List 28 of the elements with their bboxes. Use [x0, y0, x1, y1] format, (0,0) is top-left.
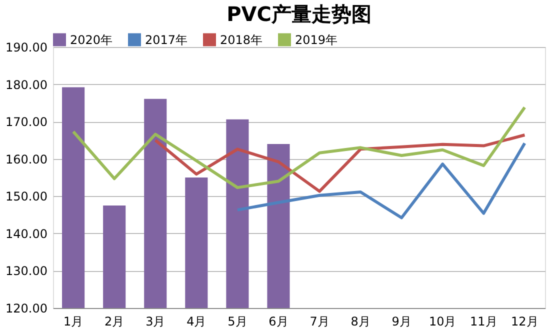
y-tick-label: 170.00: [6, 115, 48, 130]
y-tick-label: 150.00: [6, 190, 48, 204]
x-tick-label: 5月: [228, 314, 248, 328]
x-tick-label: 8月: [350, 314, 370, 328]
x-tick-label: 1月: [63, 314, 84, 328]
legend-label: 2020年: [70, 32, 113, 47]
line-series: [154, 133, 526, 193]
x-tick-label: 12月: [511, 314, 538, 328]
chart-title: PVC产量走势图: [226, 2, 372, 26]
line-series: [72, 106, 526, 190]
x-tick-label: 6月: [268, 314, 288, 328]
x-tick-label: 4月: [186, 314, 206, 328]
line-series: [236, 142, 526, 220]
x-tick-label: 11月: [470, 314, 498, 328]
x-tick-label: 3月: [146, 314, 166, 328]
y-tick-label: 180.00: [6, 78, 48, 92]
y-tick-label: 140.00: [6, 226, 48, 241]
x-tick-label: 9月: [392, 314, 412, 328]
y-tick-label: 160.00: [6, 152, 48, 166]
y-tick-label: 190.00: [6, 40, 48, 54]
legend-label: 2019年: [295, 32, 338, 47]
legend-label: 2017年: [145, 32, 188, 47]
y-tick-label: 120.00: [6, 302, 48, 316]
y-tick-label: 130.00: [6, 264, 48, 278]
legend-label: 2018年: [220, 32, 263, 47]
x-tick-label: 2月: [104, 314, 124, 328]
x-tick-label: 10月: [428, 314, 456, 328]
x-tick-label: 7月: [310, 314, 330, 328]
